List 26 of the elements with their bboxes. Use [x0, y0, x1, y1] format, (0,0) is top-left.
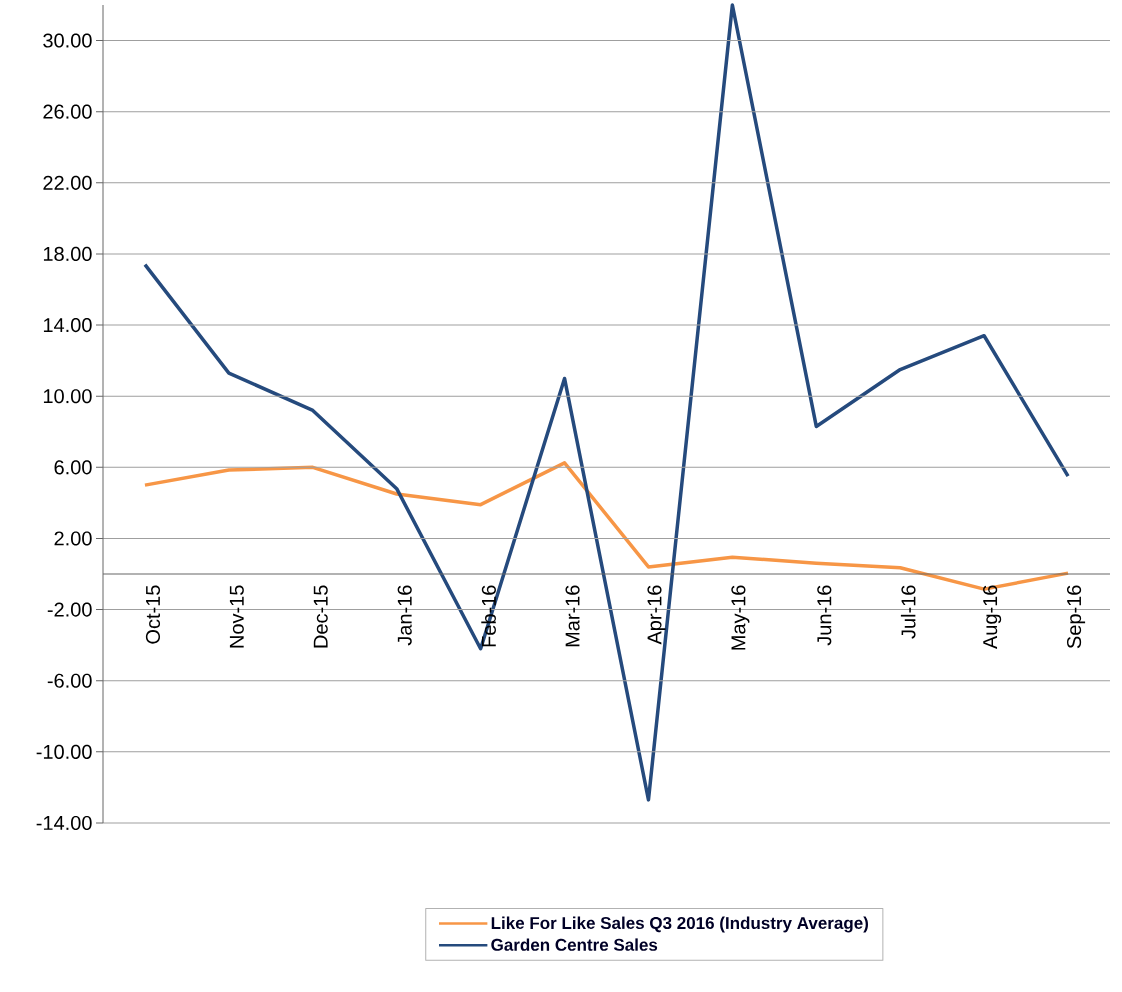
legend-label: Like For Like Sales Q3 2016 (Industry Average)	[491, 916, 868, 933]
y-tick-label: -6.00	[47, 673, 92, 688]
y-tick-label: -14.00	[36, 815, 92, 831]
y-tick-label: 2.00	[54, 531, 92, 546]
x-tick-label: May-16	[731, 585, 750, 650]
x-tick-label: Nov-15	[229, 585, 244, 648]
x-tick-label: Dec-15	[313, 585, 328, 648]
y-tick-label: -2.00	[47, 602, 92, 617]
x-tick-label: Jan-16	[397, 585, 412, 646]
x-tick-label: Feb-16	[481, 585, 496, 647]
y-tick-label: 22.00	[43, 175, 92, 190]
y-tick-label: 6.00	[54, 460, 92, 475]
x-tick-label: Apr-16	[647, 585, 666, 645]
x-tick-label: Oct-15	[145, 585, 161, 644]
x-tick-label: Aug-16	[983, 585, 1002, 650]
y-tick-label: 10.00	[43, 389, 92, 404]
y-tick-label: -10.00	[36, 744, 92, 759]
y-tick-label: 30.00	[43, 33, 92, 48]
y-tick-label: 14.00	[43, 318, 92, 333]
x-tick-label: Jul-16	[900, 585, 916, 639]
legend-label: Garden Centre Sales	[491, 938, 658, 951]
y-tick-label: 18.00	[43, 246, 92, 262]
x-tick-label: Mar-16	[565, 585, 580, 647]
x-tick-label: Jun-16	[817, 585, 832, 646]
x-tick-label: Sep-16	[1066, 585, 1086, 649]
y-tick-label: 26.00	[43, 104, 92, 119]
